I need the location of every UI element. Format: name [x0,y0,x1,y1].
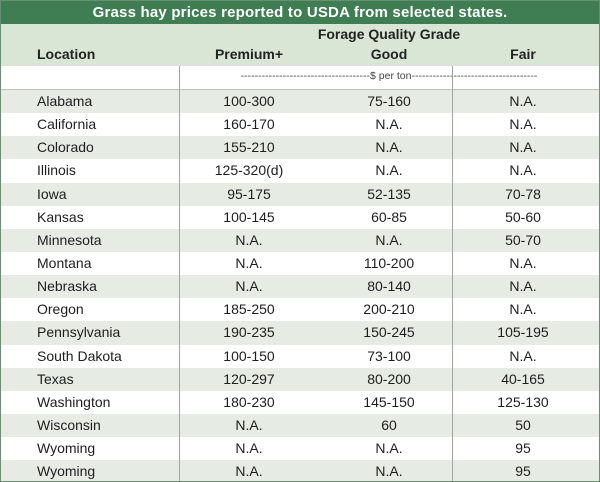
location-cell: Wisconsin [37,416,101,433]
table-row: Alabama 100-300 75-160 N.A. [1,90,599,114]
table-row: Nebraska N.A. 80-140 N.A. [1,275,599,299]
premium-price-cell: 160-170 [223,116,275,133]
units-row: -------------------------------------$ p… [1,66,599,90]
table-body: Alabama 100-300 75-160 N.A. California 160-17… [1,90,599,481]
table-row: Texas 120-297 80-200 40-165 [1,367,599,391]
good-price-cell: 200-210 [363,301,415,318]
location-cell: Washington [37,393,111,410]
units-label: -------------------------------------$ p… [240,70,538,82]
good-price-cell: N.A. [375,231,403,248]
good-price-cell: 80-140 [367,278,411,295]
fair-price-cell: 95 [515,463,531,480]
good-price-cell: N.A. [375,162,403,179]
good-price-cell: 80-200 [367,370,411,387]
location-cell: Alabama [37,93,93,109]
fair-price-cell: N.A. [509,116,537,133]
table-header: Forage Quality Grade Location Premium+ G… [1,24,599,66]
premium-price-cell: 120-297 [223,370,275,387]
fair-price-cell: 50-60 [505,208,541,225]
fair-price-cell: N.A. [509,139,537,156]
fair-price-cell: N.A. [509,278,537,295]
premium-price-cell: N.A. [235,278,263,295]
good-price-cell: N.A. [375,116,403,133]
premium-price-cell: 95-175 [227,185,271,202]
premium-price-cell: 190-235 [223,324,275,341]
fair-price-cell: N.A. [509,254,537,271]
fair-price-cell: 70-78 [505,185,541,202]
good-price-cell: 145-150 [363,393,415,410]
column-divider [452,66,453,481]
premium-price-cell: 100-145 [223,208,275,225]
table-row: Montana N.A. 110-200 N.A. [1,251,599,276]
location-cell: Iowa [37,185,67,202]
location-cell: California [37,116,97,133]
good-price-cell: 150-245 [363,324,415,341]
table-row: Wyoming N.A. N.A. 95 [1,437,599,461]
premium-price-cell: 155-210 [223,139,275,156]
premium-column-header: Premium+ [214,46,284,62]
location-cell: Montana [37,254,92,271]
premium-price-cell: 185-250 [223,301,275,318]
table-title: Grass hay prices reported to USDA from s… [1,1,599,24]
fair-price-cell: 105-195 [497,324,549,341]
table-row: Wyoming N.A. N.A. 95 [1,460,599,481]
premium-price-cell: N.A. [235,254,263,271]
good-price-cell: 75-160 [367,93,411,109]
fair-price-cell: N.A. [509,301,537,318]
location-cell: Texas [37,370,74,387]
table-row: Washington 180-230 145-150 125-130 [1,390,599,414]
table-row: Colorado 155-210 N.A. N.A. [1,136,599,160]
table-row: Pennsylvania 190-235 150-245 105-195 [1,321,599,345]
premium-price-cell: 180-230 [223,393,275,410]
premium-price-cell: 100-150 [223,347,275,364]
location-cell: Kansas [37,208,84,225]
location-column-header: Location [37,46,96,62]
location-cell: Wyoming [37,440,96,457]
fair-price-cell: 40-165 [501,370,545,387]
good-column-header: Good [370,46,408,62]
fair-price-cell: 95 [515,440,531,457]
forage-quality-grade-header: Forage Quality Grade [317,26,461,42]
fair-price-cell: N.A. [509,347,537,364]
good-price-cell: 73-100 [367,347,411,364]
table-row: Minnesota N.A. N.A. 50-70 [1,228,599,252]
premium-price-cell: N.A. [235,231,263,248]
fair-price-cell: 50 [515,416,531,433]
fair-price-cell: 50-70 [505,231,541,248]
good-price-cell: 60 [381,416,397,433]
fair-price-cell: N.A. [509,162,537,179]
table-row: Illinois 125-320(d) N.A. N.A. [1,159,599,183]
good-price-cell: 110-200 [363,254,415,271]
fair-price-cell: 125-130 [497,393,549,410]
premium-price-cell: 125-320(d) [214,162,284,179]
table-row: Oregon 185-250 200-210 N.A. [1,298,599,322]
premium-price-cell: N.A. [235,440,263,457]
fair-price-cell: N.A. [509,93,537,109]
premium-price-cell: N.A. [235,463,263,480]
location-cell: Oregon [37,301,84,318]
good-price-cell: N.A. [375,463,403,480]
table-row: California 160-170 N.A. N.A. [1,113,599,137]
table-row: Iowa 95-175 52-135 70-78 [1,182,599,206]
fair-column-header: Fair [510,46,536,62]
location-cell: Pennsylvania [37,324,121,341]
location-cell: Wyoming [37,463,96,480]
location-cell: Colorado [37,139,94,156]
location-cell: South Dakota [37,347,122,364]
table-row: Kansas 100-145 60-85 50-60 [1,205,599,229]
good-price-cell: 52-135 [367,185,411,202]
location-cell: Minnesota [37,231,102,248]
premium-price-cell: 100-300 [223,93,275,109]
location-cell: Nebraska [37,278,97,295]
table-row: South Dakota 100-150 73-100 N.A. [1,344,599,368]
location-cell: Illinois [37,162,76,179]
table-row: Wisconsin N.A. 60 50 [1,413,599,438]
good-price-cell: N.A. [375,139,403,156]
column-divider [179,66,180,481]
good-price-cell: 60-85 [371,208,407,225]
premium-price-cell: N.A. [235,416,263,433]
good-price-cell: N.A. [375,440,403,457]
